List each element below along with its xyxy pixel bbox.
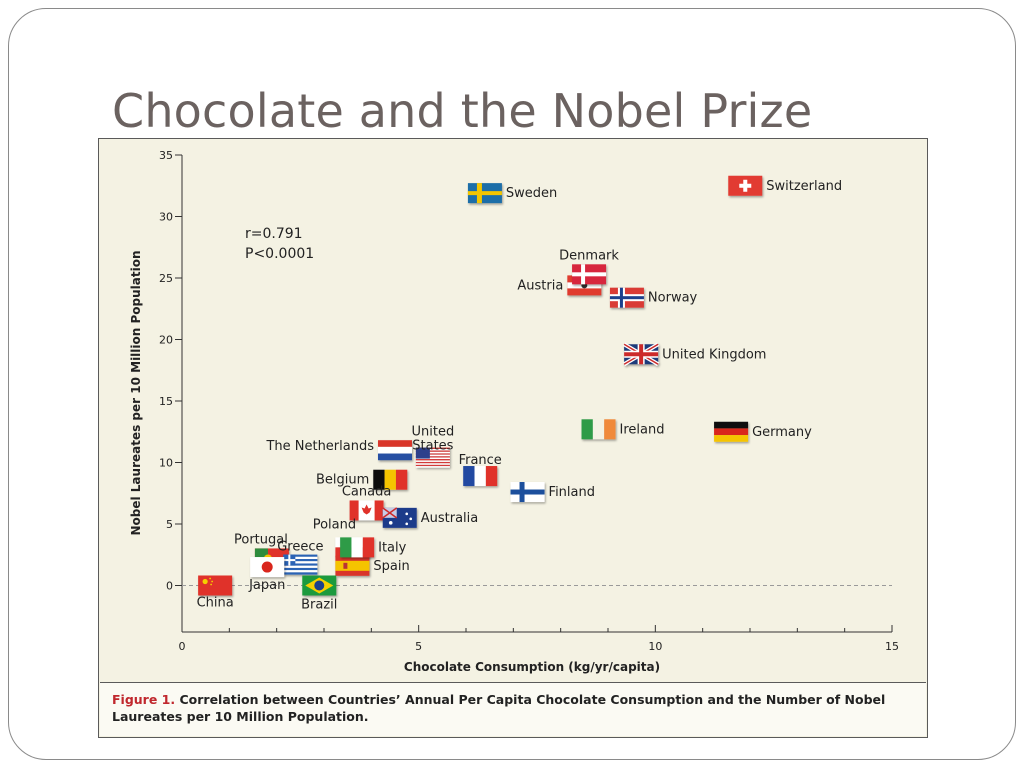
flag-belgium [373, 469, 408, 490]
y-tick-label: 25 [159, 272, 173, 285]
flag-united-kingdom [623, 342, 660, 366]
flag-france [463, 466, 498, 487]
figure-panel [98, 138, 928, 738]
y-axis-title: Nobel Laureates per 10 Million Populatio… [129, 250, 143, 535]
x-tick-label: 5 [415, 640, 422, 653]
point-label-switzerland: Switzerland [766, 179, 842, 194]
flag-ireland [581, 419, 616, 440]
flag-denmark [572, 264, 607, 285]
point-label-canada: Canada [342, 484, 391, 499]
point-label-portugal: Portugal [234, 532, 288, 547]
flag-australia [382, 507, 417, 528]
point-label-japan: Japan [248, 578, 285, 593]
y-tick-label: 10 [159, 457, 173, 470]
figure-caption: Figure 1. Correlation between Countries’… [100, 682, 926, 736]
point-label-ireland: Ireland [620, 422, 665, 437]
caption-label: Figure 1. [112, 692, 176, 707]
flag-switzerland [728, 175, 763, 196]
caption-text: Correlation between Countries’ Annual Pe… [112, 692, 886, 724]
point-label-the-netherlands: The Netherlands [265, 439, 374, 454]
flag-greece [283, 554, 318, 575]
flag-germany [714, 421, 749, 442]
flag-the-netherlands [378, 440, 412, 461]
point-label-spain: Spain [373, 559, 409, 574]
point-label-china: China [197, 596, 234, 611]
flag-japan [250, 557, 285, 578]
point-label-united-kingdom: United Kingdom [662, 347, 766, 362]
y-tick-label: 35 [159, 149, 173, 162]
point-label-france: France [459, 453, 502, 468]
flag-spain [335, 555, 370, 576]
point-label-australia: Australia [421, 511, 479, 526]
point-label-greece: Greece [277, 540, 323, 555]
flag-brazil [302, 575, 337, 596]
y-tick-label: 5 [166, 518, 173, 531]
x-tick-label: 15 [885, 640, 899, 653]
flag-finland [510, 482, 545, 503]
y-tick-label: 30 [159, 211, 173, 224]
point-label-norway: Norway [648, 291, 698, 306]
flag-sweden [467, 183, 502, 204]
data-points [198, 175, 763, 596]
flag-china [198, 575, 233, 596]
point-label-belgium: Belgium [316, 473, 369, 488]
point-label-italy: Italy [378, 540, 407, 555]
point-label-austria: Austria [517, 278, 563, 293]
x-tick-label: 0 [179, 640, 186, 653]
correlation-annotation: r=0.791 [245, 226, 303, 242]
point-label-brazil: Brazil [301, 598, 337, 613]
point-label-poland: Poland [313, 517, 356, 532]
axes: 0 5 10 15 20 25 30 35 0 5 10 15 [159, 149, 899, 653]
y-tick-label: 0 [166, 580, 173, 593]
point-label-germany: Germany [752, 425, 812, 440]
x-tick-label: 10 [648, 640, 662, 653]
flag-italy [340, 537, 375, 558]
point-label-denmark: Denmark [559, 248, 619, 263]
flag-canada [349, 500, 384, 521]
point-label-finland: Finland [549, 485, 595, 500]
slide-title: Chocolate and the Nobel Prize [112, 84, 813, 138]
flag-norway [609, 287, 644, 308]
flag-united-states [415, 447, 450, 468]
point-label-sweden: Sweden [506, 186, 557, 201]
y-tick-label: 15 [159, 395, 173, 408]
p-value-annotation: P<0.0001 [245, 246, 314, 262]
point-label-united-states: United States [412, 425, 455, 454]
x-axis-title: Chocolate Consumption (kg/yr/capita) [404, 660, 660, 674]
y-tick-label: 20 [159, 334, 173, 347]
